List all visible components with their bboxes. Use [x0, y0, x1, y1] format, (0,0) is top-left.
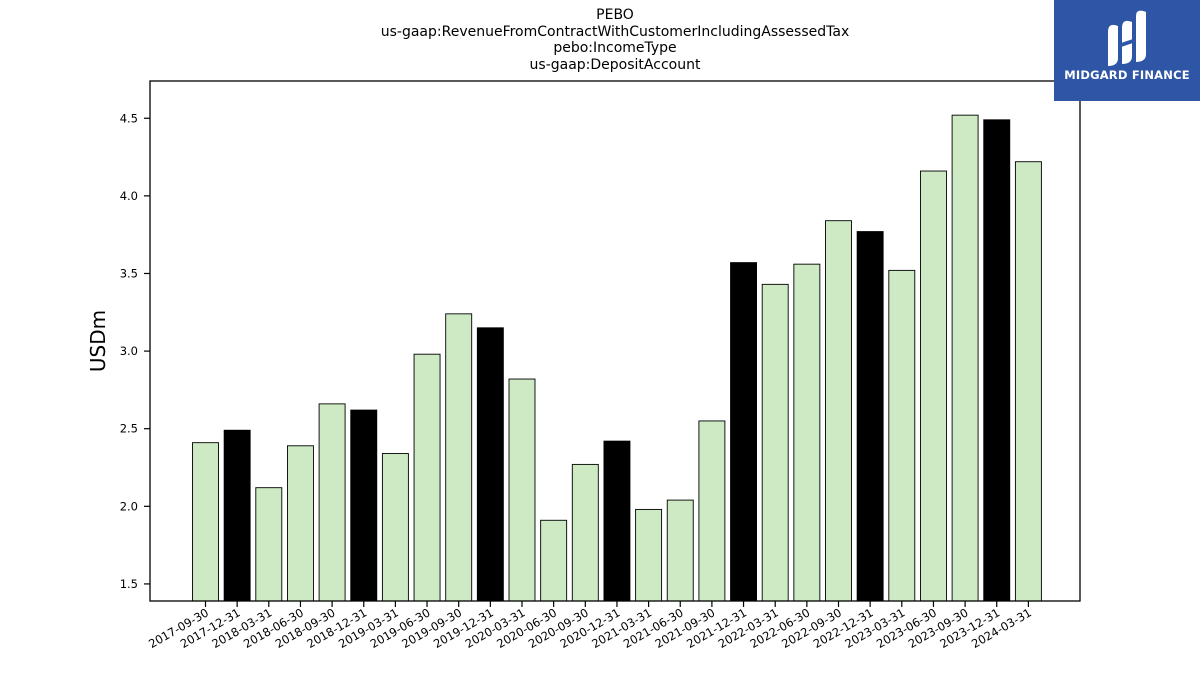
bar-2020-06-30 [540, 519, 568, 602]
bar-2018-06-30 [287, 445, 314, 602]
bar-2024-03-31 [1014, 161, 1042, 602]
title-line-deposit-account: us-gaap:DepositAccount [529, 56, 701, 73]
bar-2020-09-30 [571, 463, 599, 602]
bar-2020-03-31 [508, 378, 536, 602]
y-tick-label: 4.5 [120, 111, 138, 125]
bar-2022-12-31 [856, 231, 884, 602]
bar-2017-12-31 [223, 429, 251, 602]
midgard-logo-icon [1108, 10, 1146, 66]
chart-title: PEBO us-gaap:RevenueFromContractWithCust… [150, 7, 1080, 73]
y-tick-label: 3.5 [120, 266, 138, 280]
bar-2019-09-30 [445, 313, 473, 602]
bar-2021-12-31 [730, 262, 757, 602]
midgard-finance-logo: MIDGARD FINANCE [1054, 0, 1200, 101]
bar-2022-06-30 [793, 263, 821, 602]
bar-2023-12-31 [983, 119, 1011, 602]
bar-2021-09-30 [698, 420, 726, 602]
y-tick-label: 1.5 [120, 577, 138, 591]
logo-text: MIDGARD FINANCE [1064, 68, 1190, 82]
plot-frame [149, 80, 1081, 602]
bar-2019-12-31 [476, 327, 504, 602]
bar-2018-03-31 [255, 487, 283, 602]
bar-2018-09-30 [318, 403, 346, 602]
bar-2018-12-31 [350, 409, 378, 602]
bar-2023-09-30 [951, 114, 979, 602]
bar-2021-06-30 [666, 499, 694, 602]
bar-2023-03-31 [888, 269, 916, 602]
bar-2019-06-30 [413, 353, 441, 602]
y-tick-label: 2.0 [120, 499, 138, 513]
bar-2023-06-30 [920, 170, 947, 602]
y-axis-label: USDm [86, 310, 110, 372]
bar-2017-09-30 [192, 442, 219, 602]
bar-2021-03-31 [635, 508, 663, 602]
bar-2022-03-31 [761, 283, 789, 602]
title-line-income-type: pebo:IncomeType [553, 40, 677, 56]
y-tick-label: 2.5 [120, 422, 138, 436]
y-tick-label: 4.0 [120, 189, 138, 203]
title-line-ticker: PEBO [596, 7, 634, 23]
title-line-concept: us-gaap:RevenueFromContractWithCustomerI… [380, 23, 850, 40]
y-tick-label: 3.0 [120, 344, 138, 358]
bar-2020-12-31 [603, 440, 631, 602]
bar-2022-09-30 [825, 220, 852, 602]
bar-2019-03-31 [381, 453, 409, 602]
